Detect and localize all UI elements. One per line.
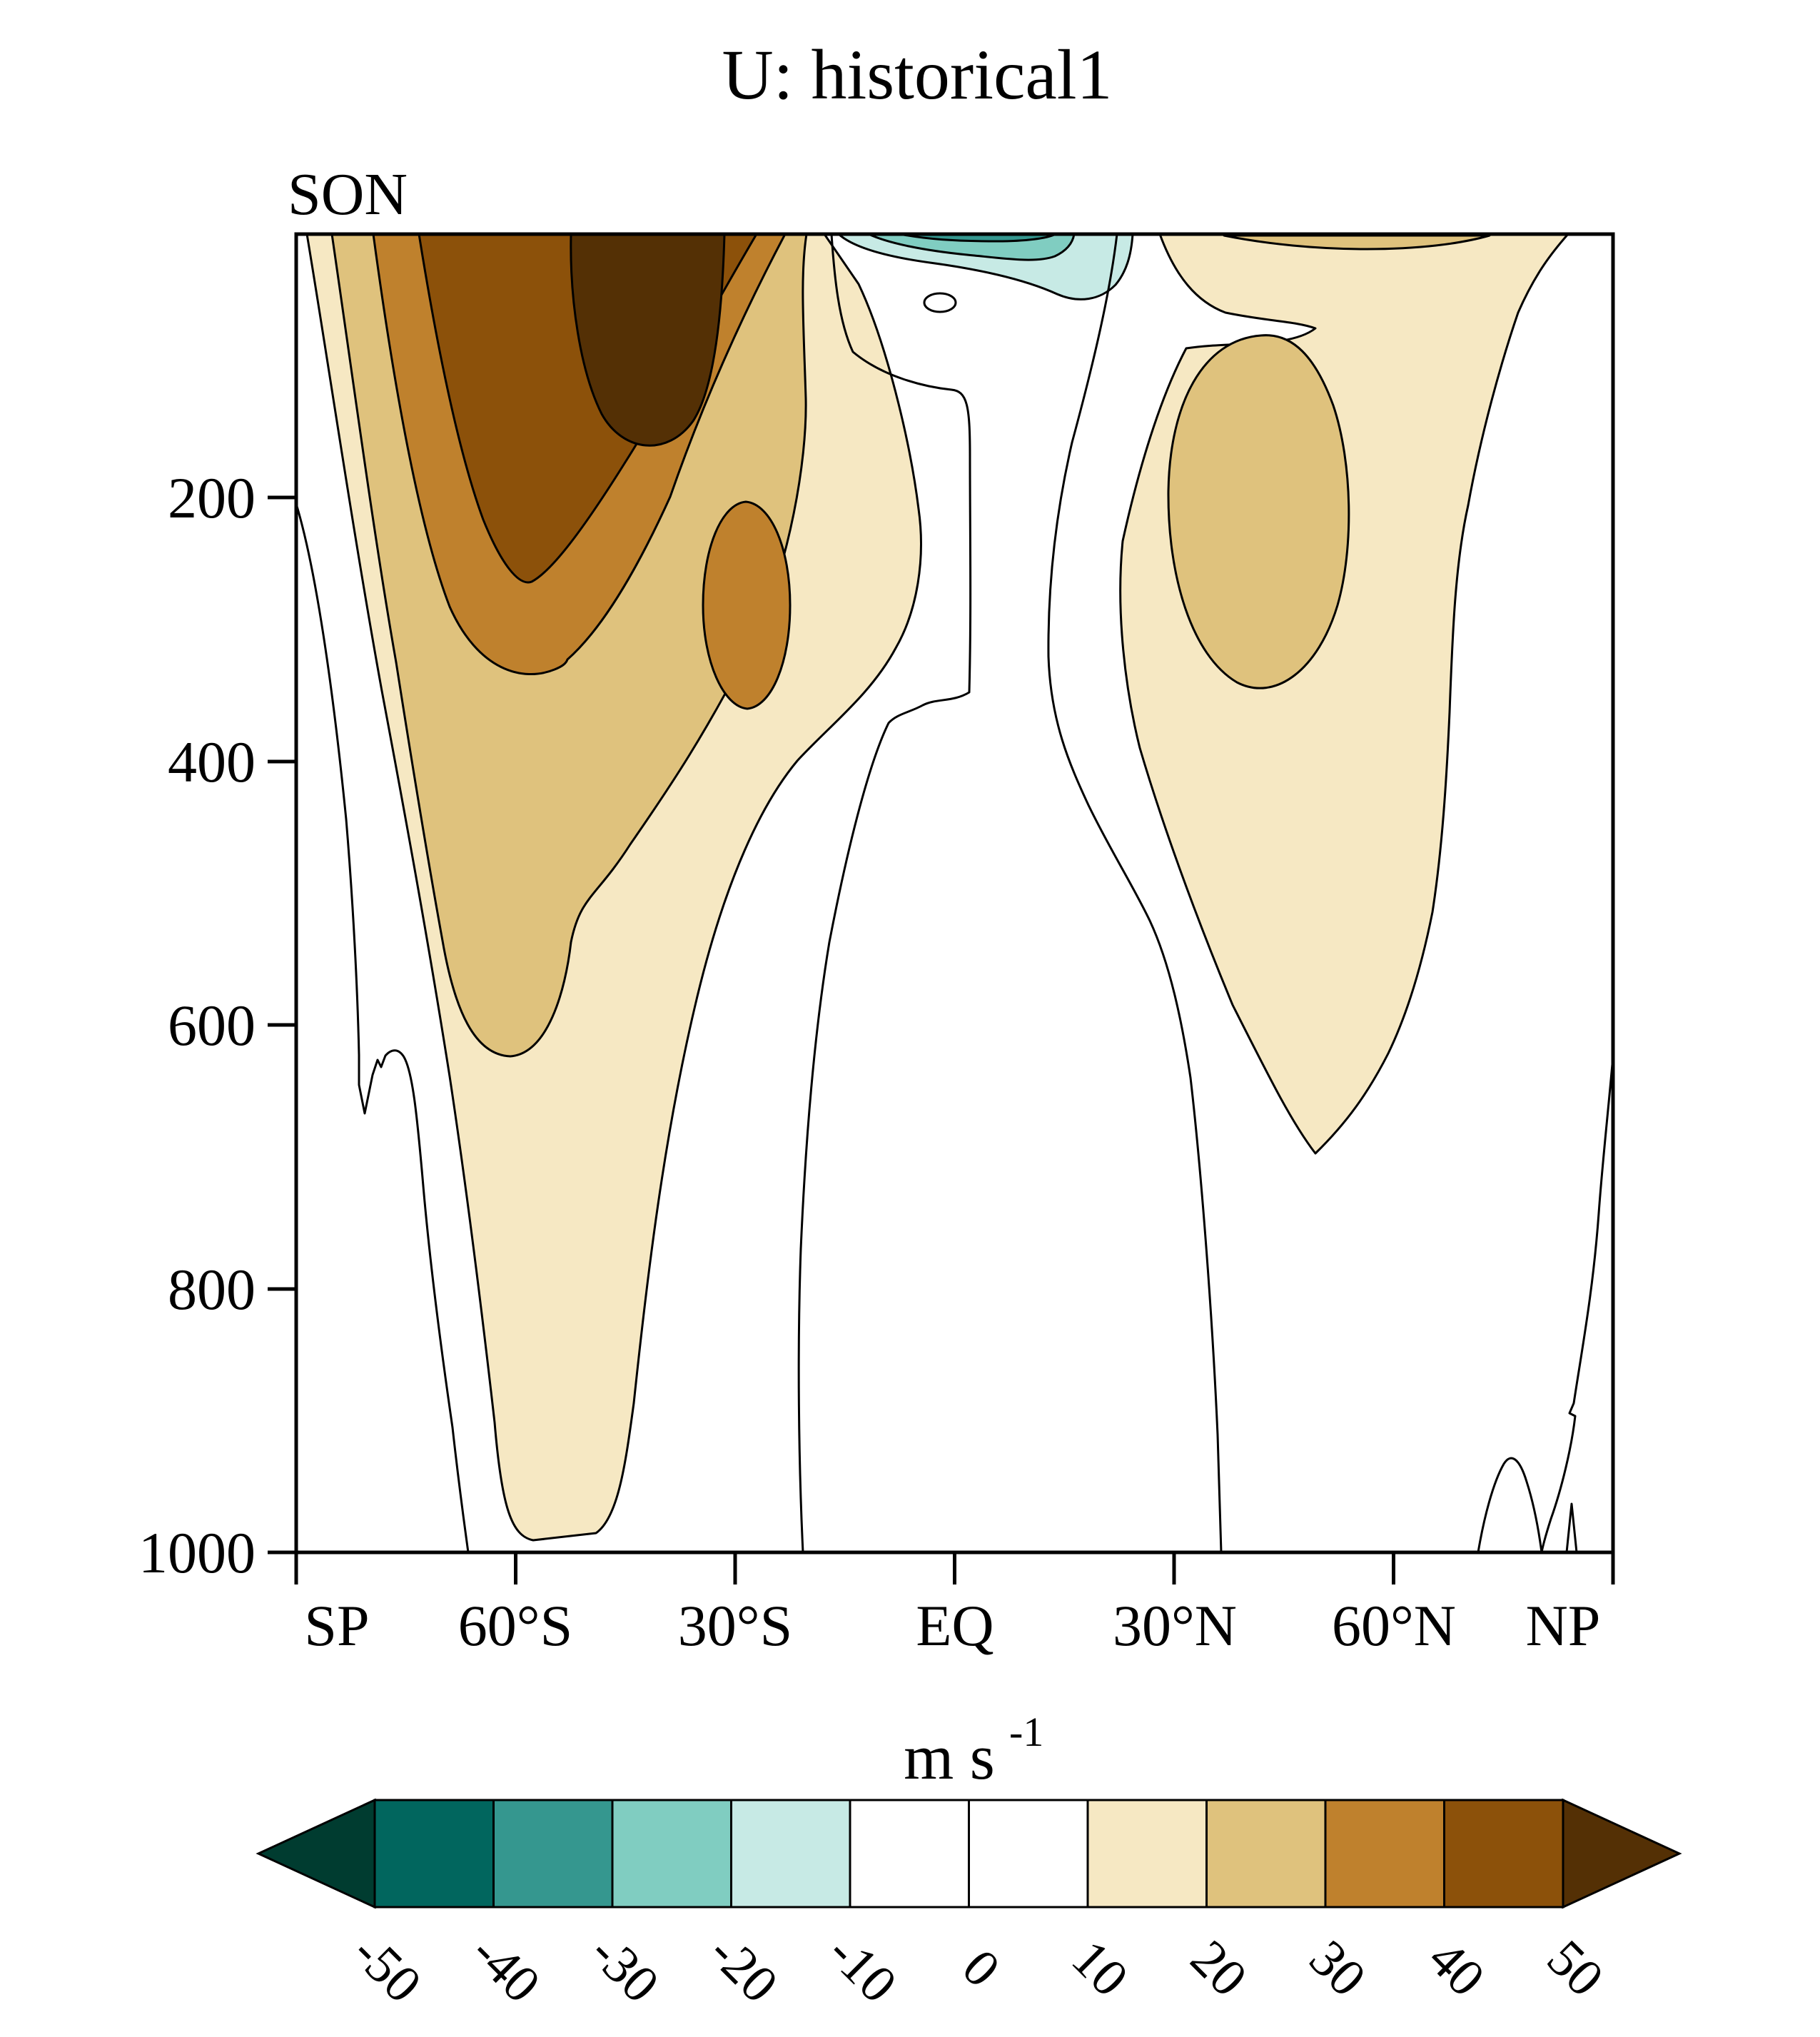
- colorbar-cell-m10-0: [849, 1799, 970, 1909]
- contour-oval-30s: [702, 500, 792, 710]
- zero-contour-closed-loop: [923, 292, 957, 313]
- contour-band-nh-top-strip: [1223, 234, 1491, 251]
- colorbar-units: m s: [904, 1722, 995, 1793]
- zero-contour-south-pole: [296, 502, 470, 1552]
- cblabel-m30: -30: [579, 1923, 670, 2014]
- zero-contour-equator-east: [1047, 234, 1223, 1552]
- ytick-200: 200: [168, 465, 256, 530]
- cblabel-40: 40: [1417, 1929, 1495, 2008]
- cblabel-30: 30: [1298, 1929, 1377, 2008]
- plot-area: [268, 232, 1615, 1584]
- colorbar-cell-0-10: [968, 1799, 1089, 1909]
- zero-contour-hill: [1477, 1457, 1543, 1552]
- cblabel-50: 50: [1536, 1929, 1614, 2008]
- ytick-400: 400: [168, 729, 256, 794]
- contour-band-sh-gt50: [570, 234, 726, 447]
- colorbar-cell-30-40: [1324, 1799, 1445, 1909]
- cblabel-m10: -10: [817, 1923, 908, 2014]
- xtick-30n: 30°N: [1113, 1593, 1237, 1658]
- colorbar-cell-m40-m30: [492, 1799, 614, 1909]
- zero-contour-spike: [1565, 1502, 1578, 1552]
- xtick-sp: SP: [304, 1593, 369, 1658]
- contour-band-nh-gt20: [1167, 334, 1350, 689]
- colorbar-cell-10-20: [1086, 1799, 1208, 1909]
- x-axis-ticks: [294, 1552, 1615, 1584]
- xtick-60n: 60°N: [1332, 1593, 1456, 1658]
- cblabel-0: 0: [951, 1939, 1011, 1998]
- x-axis-labels: SP 60°S 30°S EQ 30°N 60°N NP: [304, 1593, 1600, 1658]
- colorbar-units-exponent: -1: [1009, 1709, 1043, 1755]
- colorbar: [256, 1798, 1682, 1909]
- colorbar-cell-m20-m10: [730, 1799, 851, 1909]
- xtick-eq: EQ: [916, 1593, 994, 1658]
- ytick-600: 600: [168, 993, 256, 1058]
- colorbar-arrow-left: [256, 1798, 376, 1909]
- xtick-60s: 60°S: [458, 1593, 572, 1658]
- colorbar-cell-40-50: [1443, 1799, 1564, 1909]
- chart-title: U: historical1: [722, 35, 1112, 114]
- y-axis-labels: 200 400 600 800 1000: [138, 465, 256, 1585]
- xtick-30s: 30°S: [678, 1593, 792, 1658]
- colorbar-cell-m30-m20: [611, 1799, 732, 1909]
- colorbar-arrow-right: [1562, 1798, 1682, 1909]
- colorbar-cell-20-30: [1205, 1799, 1327, 1909]
- zero-contour-equator-west: [797, 234, 972, 1552]
- cblabel-m40: -40: [460, 1923, 552, 2014]
- colorbar-cell-m50-m40: [373, 1799, 495, 1909]
- cblabel-20: 20: [1179, 1929, 1258, 2008]
- xtick-np: NP: [1526, 1593, 1601, 1658]
- cblabel-10: 10: [1061, 1929, 1139, 2008]
- colorbar-labels: -50 -40 -30 -20 -10 0 10 20 30 40 50: [341, 1923, 1614, 2014]
- zero-contour-north-pole: [1540, 1055, 1613, 1552]
- ytick-1000: 1000: [138, 1520, 256, 1585]
- y-axis-ticks: [268, 495, 296, 1555]
- ytick-800: 800: [168, 1257, 256, 1322]
- cblabel-m50: -50: [341, 1923, 433, 2014]
- cblabel-m20: -20: [698, 1923, 789, 2014]
- panel-season-label: SON: [288, 161, 408, 228]
